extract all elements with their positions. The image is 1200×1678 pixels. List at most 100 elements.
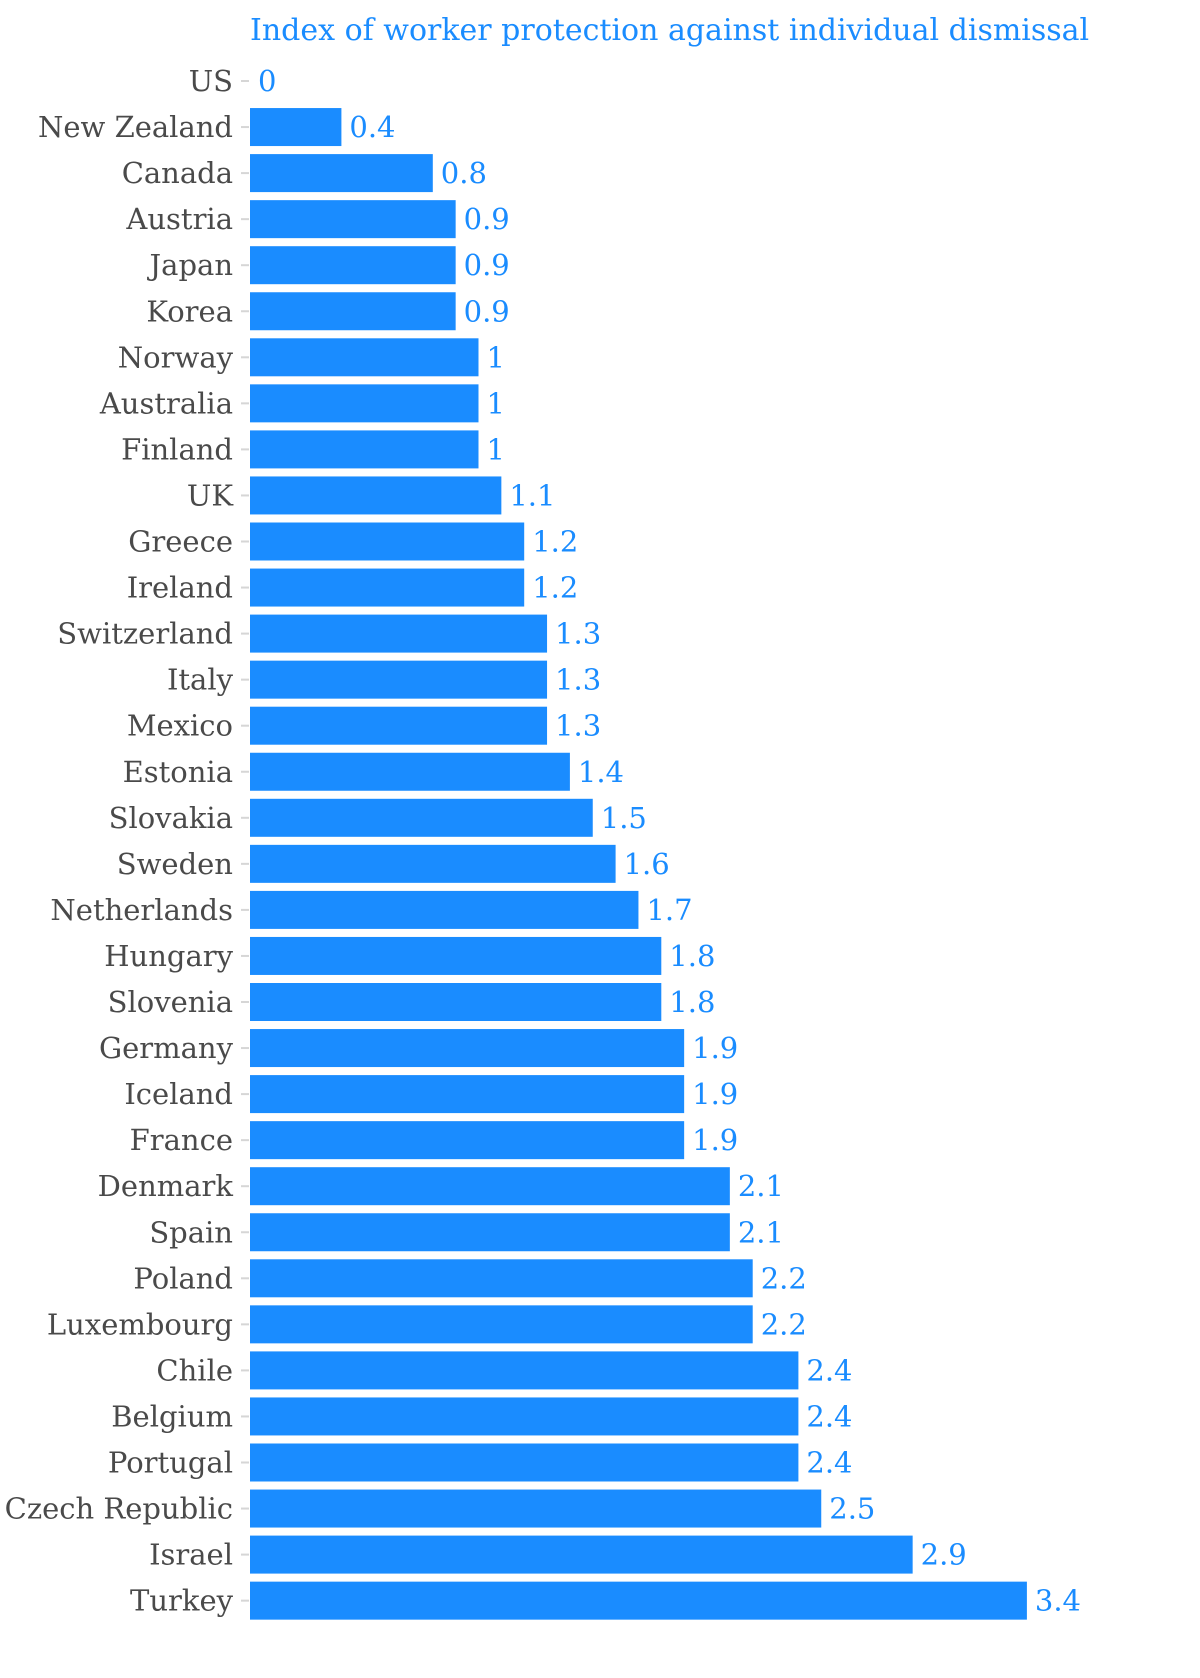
value-label: 1: [487, 340, 505, 374]
category-label: Slovakia: [109, 801, 233, 835]
value-label: 1.8: [669, 985, 715, 1019]
bar: [250, 292, 456, 331]
category-label: Hungary: [104, 939, 233, 973]
bar: [250, 1351, 799, 1390]
category-label: Belgium: [111, 1399, 233, 1433]
value-label: 2.4: [806, 1353, 852, 1387]
bar: [250, 1213, 730, 1252]
category-label: Switzerland: [57, 617, 233, 651]
category-label: Iceland: [124, 1077, 233, 1111]
category-label: Denmark: [98, 1169, 234, 1203]
value-label: 1.3: [555, 709, 601, 743]
bar: [250, 1259, 753, 1298]
category-label: Finland: [121, 432, 233, 466]
value-label: 1.1: [509, 478, 555, 512]
value-label: 0.4: [349, 110, 395, 144]
value-label: 1: [487, 432, 505, 466]
category-label: Germany: [99, 1031, 234, 1065]
bars-layer: US 0 New Zealand 0.4 Canada 0.8 Austria 0.9 Japa…: [5, 64, 1081, 1620]
bar: [250, 752, 570, 791]
value-label: 1.2: [532, 571, 578, 605]
category-label: UK: [187, 478, 234, 512]
bar: [250, 983, 662, 1021]
bar: [250, 1121, 685, 1160]
bar: [250, 890, 639, 929]
category-label: Greece: [128, 525, 233, 559]
bar: [250, 1397, 799, 1436]
value-label: 0.9: [464, 202, 510, 236]
bar: [250, 798, 593, 837]
value-label: 1.2: [532, 525, 578, 559]
category-label: Austria: [125, 202, 233, 236]
bar: [250, 1305, 753, 1344]
bar: [250, 660, 548, 699]
value-label: 2.5: [829, 1492, 875, 1526]
category-label: Turkey: [130, 1584, 234, 1618]
bar: [250, 338, 479, 377]
value-label: 1.8: [669, 939, 715, 973]
bar: [250, 1029, 685, 1068]
bar: [250, 568, 525, 607]
value-label: 1.9: [692, 1123, 738, 1157]
category-label: Japan: [147, 248, 233, 282]
category-label: Norway: [118, 340, 234, 374]
bar: [250, 844, 616, 883]
value-label: 2.2: [761, 1261, 807, 1295]
value-label: 1.3: [555, 663, 601, 697]
category-label: Sweden: [117, 847, 233, 881]
chart-title: Index of worker protection against indiv…: [250, 13, 1089, 48]
value-label: 1.5: [601, 801, 647, 835]
bar: [250, 1075, 685, 1114]
category-label: Czech Republic: [5, 1492, 233, 1526]
category-label: Spain: [149, 1215, 233, 1249]
bar: [250, 1489, 822, 1528]
category-label: New Zealand: [38, 110, 233, 144]
bar: [250, 108, 342, 147]
category-label: Canada: [122, 156, 233, 190]
value-label: 2.1: [738, 1169, 784, 1203]
value-label: 1.6: [624, 847, 670, 881]
value-label: 1.9: [692, 1031, 738, 1065]
category-label: Ireland: [127, 571, 233, 605]
value-label: 3.4: [1035, 1584, 1081, 1618]
bar: [250, 936, 662, 975]
category-label: Australia: [99, 386, 233, 420]
value-label: 2.4: [806, 1399, 852, 1433]
category-label: Mexico: [127, 709, 233, 743]
value-label: 0.9: [464, 248, 510, 282]
value-label: 0: [258, 64, 276, 98]
bar: [250, 706, 548, 745]
value-label: 1.7: [646, 893, 692, 927]
value-label: 0.8: [441, 156, 487, 190]
category-label: Korea: [146, 294, 233, 328]
value-label: 1.4: [578, 755, 624, 789]
value-label: 1.3: [555, 617, 601, 651]
category-label: Luxembourg: [47, 1307, 233, 1341]
value-label: 2.1: [738, 1215, 784, 1249]
bar: [250, 246, 456, 285]
category-label: France: [130, 1123, 233, 1157]
bar: [250, 1167, 730, 1206]
value-label: 1: [487, 386, 505, 420]
bar: [250, 1535, 913, 1574]
value-label: 2.9: [921, 1538, 967, 1572]
category-label: Estonia: [123, 755, 233, 789]
category-label: Netherlands: [50, 893, 233, 927]
category-label: Israel: [149, 1538, 233, 1572]
category-label: Slovenia: [108, 985, 233, 1019]
bar: [250, 1581, 1027, 1620]
bar: [250, 430, 479, 469]
value-label: 0.9: [464, 294, 510, 328]
value-label: 2.2: [761, 1307, 807, 1341]
category-label: US: [189, 64, 233, 98]
bar: [250, 200, 456, 239]
value-label: 2.4: [806, 1446, 852, 1480]
bar: [250, 384, 479, 423]
bar: [250, 476, 502, 515]
category-label: Portugal: [108, 1446, 233, 1480]
bar: [250, 154, 433, 193]
category-label: Chile: [156, 1353, 233, 1387]
bar: [250, 614, 548, 653]
bar: [250, 1443, 799, 1482]
